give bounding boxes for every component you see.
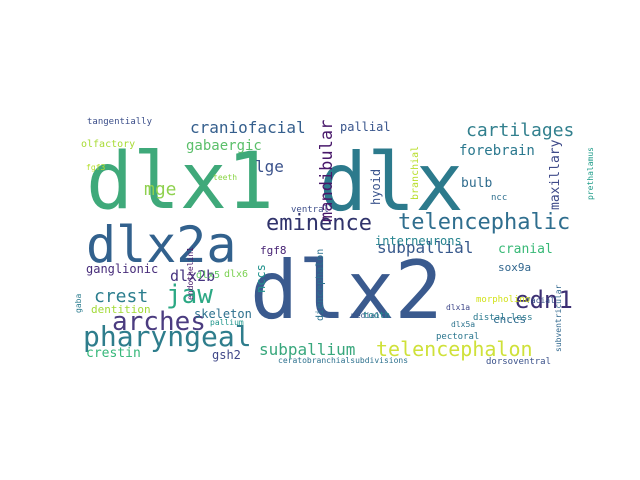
word-31: gsh2 <box>212 348 241 362</box>
word-51: dlx5a <box>451 320 475 329</box>
word-9: telencephalon <box>376 337 533 361</box>
word-2: dlx2 <box>250 244 443 337</box>
word-41: cnccs <box>493 313 526 326</box>
word-6: pharyngeal <box>83 320 252 353</box>
word-11: cartilages <box>466 120 574 141</box>
word-0: dlx1 <box>86 137 274 227</box>
word-4: eminence <box>266 211 372 236</box>
word-37: nccs <box>254 264 268 293</box>
word-45: dorsoventral <box>486 357 551 367</box>
word-24: cranial <box>498 242 553 257</box>
word-35: diencephalon <box>315 249 326 321</box>
word-32: sox9a <box>498 261 531 274</box>
word-33: pallial <box>340 120 391 134</box>
word-5: telencephalic <box>398 210 570 235</box>
word-42: olfactory <box>81 139 135 150</box>
word-52: tooth <box>363 311 390 321</box>
word-21: forebrain <box>459 143 535 159</box>
word-30: crestin <box>86 346 141 361</box>
word-20: dlx2b <box>170 267 215 285</box>
word-23: bulb <box>461 176 492 191</box>
word-36: ncc <box>491 193 507 203</box>
word-27: ganglionic <box>86 262 158 276</box>
word-10: edn1 <box>515 286 573 314</box>
word-18: subpallium <box>259 340 355 359</box>
word-3: dlx2a <box>86 216 237 274</box>
word-19: crest <box>94 286 148 307</box>
word-61: dlx1a <box>446 303 470 312</box>
word-46: pectoral <box>436 332 479 342</box>
word-56: endothelin1 <box>186 247 195 300</box>
word-49: facial <box>526 296 555 305</box>
word-50: morpholino <box>476 295 530 305</box>
word-7: arches <box>112 307 206 337</box>
word-59: subventricular <box>554 284 563 352</box>
word-48: distal-less <box>473 313 533 323</box>
word-34: branchial <box>410 146 421 200</box>
word-22: maxillary <box>548 139 563 210</box>
word-17: subpallial <box>377 238 473 257</box>
word-60: gaba <box>74 294 83 313</box>
word-44: ceratobranchialsubdivisions <box>278 356 408 365</box>
word-28: skeleton <box>194 307 252 321</box>
word-43: tangentially <box>87 117 153 127</box>
word-40: dlx6 <box>224 269 248 280</box>
word-12: craniofacial <box>190 118 306 137</box>
word-1: dlx <box>319 136 464 229</box>
word-53: pallium <box>210 318 244 327</box>
word-15: mge <box>144 179 177 200</box>
word-38: fgf8 <box>260 244 287 257</box>
word-55: ventral <box>291 205 329 215</box>
word-25: hyoid <box>369 169 383 205</box>
word-8: jaw <box>166 280 213 310</box>
word-16: lge <box>255 157 284 176</box>
word-29: dentition <box>91 303 151 316</box>
word-26: interneurons <box>375 234 462 248</box>
word-14: mandibular <box>317 120 337 222</box>
word-57: fgf3 <box>86 163 105 172</box>
word-13: gabaergic <box>186 138 262 154</box>
word-54: teeth <box>213 173 237 182</box>
word-39: dlx5 <box>196 270 220 281</box>
word-47: medial <box>351 311 380 320</box>
word-58: prethalamus <box>586 147 595 200</box>
